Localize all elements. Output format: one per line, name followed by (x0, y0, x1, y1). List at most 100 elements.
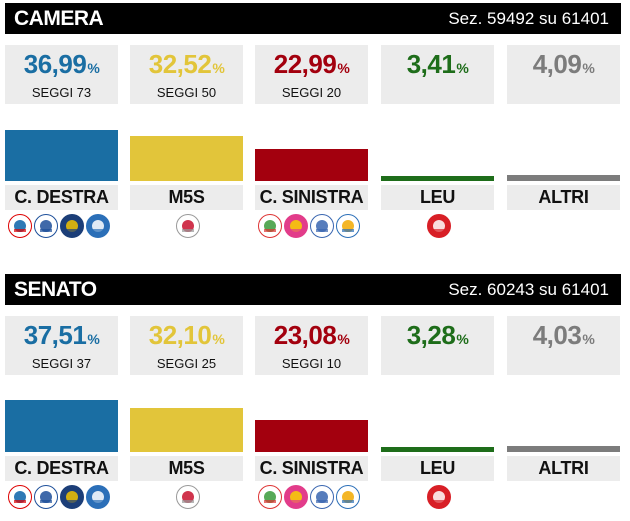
lega-salvini-logo-icon[interactable] (34, 214, 58, 238)
camera-header: CAMERA Sez. 59492 su 61401 (5, 3, 621, 34)
result-box: 36,99% SEGGI 73 (5, 45, 118, 104)
percentage: 4,09% (507, 49, 620, 80)
vote-bar (381, 176, 494, 181)
percent-sign: % (87, 60, 100, 76)
coalition-label: ALTRI (507, 456, 620, 481)
percent-sign: % (582, 60, 595, 76)
coalition-label: LEU (381, 456, 494, 481)
percent-sign: % (87, 331, 100, 347)
result-box: 32,52% SEGGI 50 (130, 45, 243, 104)
party-logos (5, 214, 118, 244)
pd-logo-icon[interactable] (258, 214, 282, 238)
percentage-value: 3,28 (406, 320, 456, 350)
civica-popolare-logo-icon[interactable] (336, 214, 360, 238)
result-box: 23,08% SEGGI 10 (255, 316, 368, 375)
percentage-value: 23,08 (273, 320, 337, 350)
liberi-e-uguali-logo-icon[interactable] (426, 485, 451, 509)
senato-sezioni: Sez. 60243 su 61401 (448, 280, 609, 299)
piu-europa-logo-icon[interactable] (284, 214, 308, 238)
result-box: 4,09% (507, 45, 620, 104)
percent-sign: % (582, 331, 595, 347)
civica-popolare-logo-icon[interactable] (336, 485, 360, 509)
senato-title: SENATO (14, 278, 97, 301)
percentage-value: 4,09 (532, 49, 582, 79)
percentage: 3,41% (381, 49, 494, 80)
camera-results: 36,99% SEGGI 73 C. DESTRA 32,52% SEGGI 50 M5S… (5, 34, 621, 238)
camera-section: CAMERA Sez. 59492 su 61401 36,99% SEGGI 7… (5, 3, 621, 238)
coalition-label: C. SINISTRA (255, 456, 368, 481)
party-logos (381, 214, 494, 244)
percentage-value: 32,52 (148, 49, 212, 79)
percent-sign: % (337, 331, 350, 347)
lega-salvini-logo-icon[interactable] (34, 485, 58, 509)
coalition-label: M5S (130, 185, 243, 210)
result-box: 37,51% SEGGI 37 (5, 316, 118, 375)
party-logos (255, 485, 368, 515)
vote-bar (5, 400, 118, 452)
percent-sign: % (337, 60, 350, 76)
camera-title: CAMERA (14, 7, 104, 30)
party-logos (130, 485, 243, 515)
result-box: 22,99% SEGGI 20 (255, 45, 368, 104)
coalition-label: C. DESTRA (5, 185, 118, 210)
seats-count: SEGGI 37 (31, 356, 92, 371)
seats-count: SEGGI 10 (281, 356, 342, 371)
percentage: 32,10% (130, 320, 243, 351)
pd-logo-icon[interactable] (258, 485, 282, 509)
percentage-value: 37,51 (23, 320, 87, 350)
percentage: 3,28% (381, 320, 494, 351)
percentage: 37,51% (5, 320, 118, 351)
result-box: 4,03% (507, 316, 620, 375)
fratelli-italia-logo-icon[interactable] (60, 214, 84, 238)
vote-bar (381, 447, 494, 452)
percentage-value: 4,03 (532, 320, 582, 350)
coalition-label: ALTRI (507, 185, 620, 210)
coalition-label: M5S (130, 456, 243, 481)
percentage: 4,03% (507, 320, 620, 351)
percentage: 32,52% (130, 49, 243, 80)
italia-europa-insieme-logo-icon[interactable] (310, 214, 334, 238)
senato-results: 37,51% SEGGI 37 C. DESTRA 32,10% SEGGI 25 M5S… (5, 305, 621, 509)
fratelli-italia-logo-icon[interactable] (60, 485, 84, 509)
percentage-value: 22,99 (273, 49, 337, 79)
vote-bar (5, 129, 118, 181)
vote-bar (507, 446, 620, 452)
seats-count: SEGGI 20 (281, 85, 342, 100)
movimento-5-stelle-logo-icon[interactable] (175, 485, 200, 509)
percentage: 23,08% (255, 320, 368, 351)
senato-section: SENATO Sez. 60243 su 61401 37,51% SEGGI 3… (5, 274, 621, 509)
coalition-label: LEU (381, 185, 494, 210)
vote-bar (130, 407, 243, 452)
liberi-e-uguali-logo-icon[interactable] (426, 214, 451, 238)
piu-europa-logo-icon[interactable] (284, 485, 308, 509)
coalition-label: C. SINISTRA (255, 185, 368, 210)
percentage-value: 36,99 (23, 49, 87, 79)
vote-bar (507, 175, 620, 181)
coalition-label: C. DESTRA (5, 456, 118, 481)
movimento-5-stelle-logo-icon[interactable] (175, 214, 200, 238)
party-logos (381, 485, 494, 515)
vote-bar (255, 149, 368, 181)
noi-con-italia-logo-icon[interactable] (86, 485, 110, 509)
vote-bar (255, 420, 368, 452)
vote-bar (130, 136, 243, 181)
percentage-value: 32,10 (148, 320, 212, 350)
senato-header: SENATO Sez. 60243 su 61401 (5, 274, 621, 305)
seats-count: SEGGI 25 (156, 356, 217, 371)
party-logos (507, 214, 620, 244)
percent-sign: % (456, 331, 469, 347)
seats-count: SEGGI 50 (156, 85, 217, 100)
percentage: 22,99% (255, 49, 368, 80)
forza-italia-logo-icon[interactable] (8, 485, 32, 509)
percentage: 36,99% (5, 49, 118, 80)
noi-con-italia-logo-icon[interactable] (86, 214, 110, 238)
party-logos (507, 485, 620, 515)
result-box: 3,28% (381, 316, 494, 375)
forza-italia-logo-icon[interactable] (8, 214, 32, 238)
result-box: 3,41% (381, 45, 494, 104)
percent-sign: % (212, 331, 225, 347)
italia-europa-insieme-logo-icon[interactable] (310, 485, 334, 509)
percentage-value: 3,41 (406, 49, 456, 79)
percent-sign: % (456, 60, 469, 76)
camera-sezioni: Sez. 59492 su 61401 (448, 9, 609, 28)
